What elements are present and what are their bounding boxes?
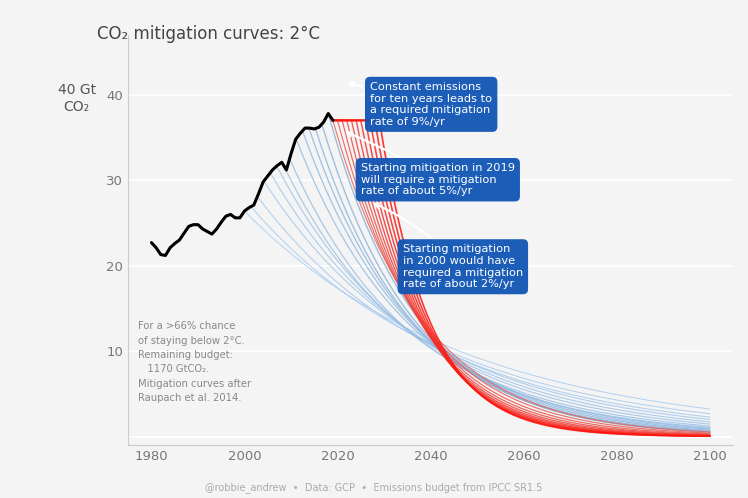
Text: Constant emissions
for ten years leads to
a required mitigation
rate of 9%/yr: Constant emissions for ten years leads t… bbox=[349, 82, 492, 126]
Text: Starting mitigation in 2019
will require a mitigation
rate of about 5%/yr: Starting mitigation in 2019 will require… bbox=[347, 132, 515, 196]
Text: 40 Gt
CO₂: 40 Gt CO₂ bbox=[58, 83, 96, 114]
Text: For a >66% chance
of staying below 2°C.
Remaining budget:
   1170 GtCO₂.
Mitigat: For a >66% chance of staying below 2°C. … bbox=[138, 321, 251, 403]
Text: CO₂ mitigation curves: 2°C: CO₂ mitigation curves: 2°C bbox=[97, 25, 320, 43]
Text: Starting mitigation
in 2000 would have
required a mitigation
rate of about 2%/yr: Starting mitigation in 2000 would have r… bbox=[375, 204, 523, 289]
Text: @robbie_andrew  •  Data: GCP  •  Emissions budget from IPCC SR1.5: @robbie_andrew • Data: GCP • Emissions b… bbox=[205, 482, 543, 493]
